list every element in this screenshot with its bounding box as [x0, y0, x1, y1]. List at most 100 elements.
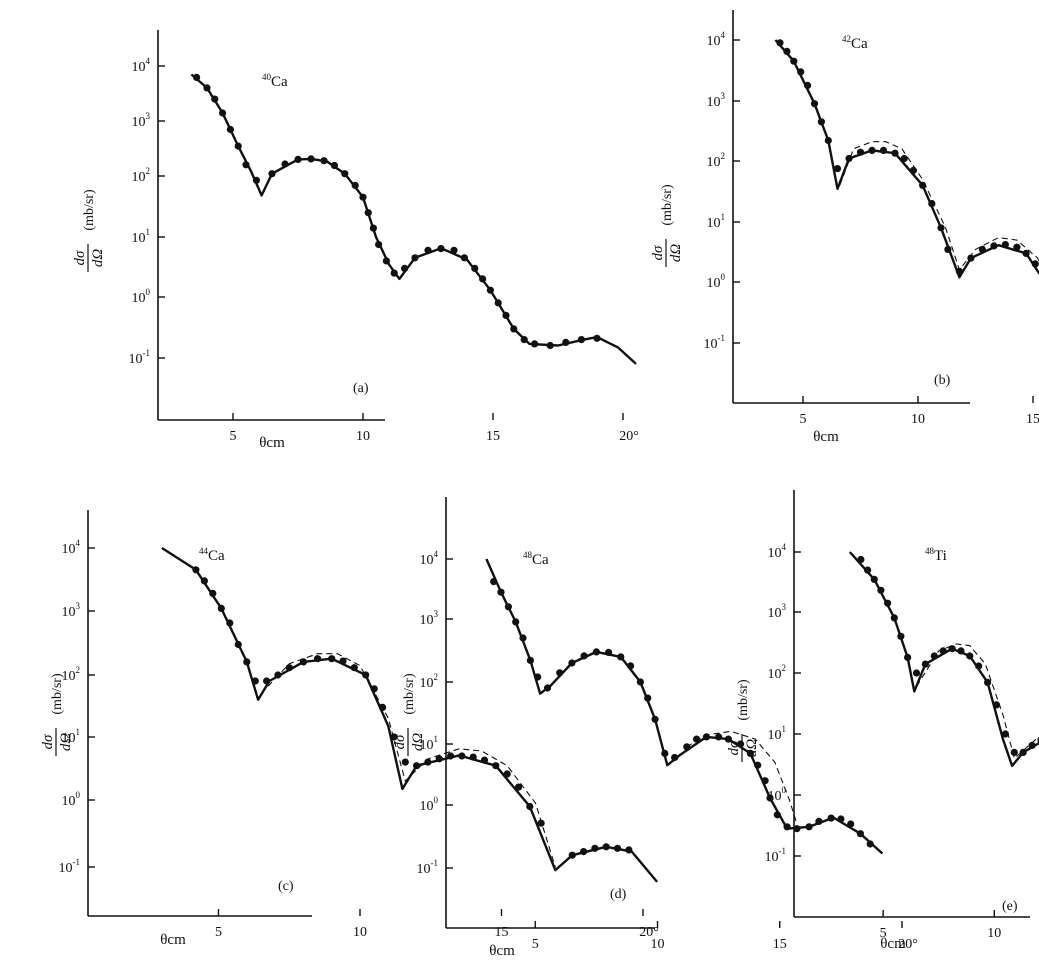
data-point	[460, 254, 468, 262]
solid-curve	[161, 546, 659, 883]
y-title-unit: (mb/sr)	[402, 673, 417, 715]
y-tick-mantissa: 10	[420, 676, 434, 691]
y-tick-exponent: 3	[434, 609, 439, 619]
y-tick-label: 103	[707, 91, 726, 110]
y-tick-label: 102	[132, 166, 151, 185]
y-title-numerator: dσ	[726, 740, 742, 756]
data-point	[512, 618, 520, 626]
data-point	[350, 664, 358, 672]
y-tick-mantissa: 10	[768, 789, 782, 804]
data-point	[833, 165, 842, 173]
data-point	[375, 240, 383, 249]
data-point	[793, 825, 801, 833]
panel-letter: (d)	[610, 887, 627, 902]
y-tick-mantissa: 10	[420, 553, 434, 568]
data-point	[364, 209, 372, 217]
y-tick-label: 100	[132, 287, 151, 306]
y-tick-exponent: 3	[721, 91, 726, 101]
data-point	[617, 653, 625, 661]
data-point	[602, 843, 610, 851]
x-tick-label: 15	[486, 429, 500, 444]
data-point	[671, 753, 679, 762]
data-point	[651, 715, 659, 723]
y-tick-exponent: -1	[73, 857, 81, 867]
data-point	[912, 669, 921, 677]
nucleus-symbol: Ti	[934, 548, 947, 564]
data-point	[773, 811, 781, 819]
nucleus-symbol: Ca	[532, 552, 549, 568]
data-point	[234, 142, 242, 150]
data-point	[526, 656, 535, 665]
data-point	[928, 200, 936, 208]
x-tick-label: 20°	[619, 429, 639, 444]
y-tick-mantissa: 10	[707, 95, 721, 110]
data-point	[746, 749, 755, 758]
y-tick-mantissa: 10	[62, 794, 76, 809]
data-point	[341, 170, 349, 178]
y-tick-label: 103	[420, 609, 439, 628]
y-tick-mantissa: 10	[765, 850, 779, 865]
y-tick-mantissa: 10	[62, 605, 76, 620]
nucleus-label: 42Ca	[842, 34, 868, 52]
y-tick-exponent: 3	[146, 111, 151, 121]
x-tick-label: 10	[987, 926, 1001, 941]
panel-letter: (c)	[278, 879, 294, 894]
y-tick-label: 101	[420, 734, 439, 753]
data-point	[975, 662, 983, 670]
data-point	[413, 762, 421, 770]
data-point	[268, 170, 276, 178]
data-point	[593, 334, 601, 342]
nucleus-label: 44Ca	[199, 546, 225, 564]
data-point	[294, 155, 302, 163]
data-point	[776, 39, 784, 47]
y-tick-mantissa: 10	[768, 728, 782, 743]
data-point	[625, 846, 633, 854]
y-tick-label: 104	[707, 30, 726, 49]
y-tick-exponent: 1	[721, 212, 726, 222]
data-point	[494, 299, 502, 307]
data-point	[546, 341, 554, 350]
data-point	[209, 589, 217, 598]
data-point	[502, 311, 510, 319]
y-tick-exponent: -1	[143, 348, 151, 358]
y-tick-exponent: 0	[76, 790, 81, 800]
data-point	[661, 749, 669, 758]
y-tick-exponent: 1	[782, 724, 787, 734]
data-point	[320, 157, 328, 165]
data-point	[362, 671, 370, 679]
solid-curve	[190, 73, 637, 365]
data-point	[424, 758, 432, 766]
y-tick-label: 102	[707, 151, 726, 170]
data-point	[411, 254, 419, 262]
data-point	[724, 735, 733, 743]
data-point	[486, 286, 494, 294]
y-title-numerator: dσ	[392, 734, 408, 750]
data-point	[285, 664, 293, 672]
data-point	[766, 794, 774, 802]
data-point	[837, 815, 845, 823]
nucleus-mass: 42	[842, 34, 851, 44]
y-tick-exponent: 4	[146, 56, 151, 66]
data-point	[203, 84, 211, 92]
y-tick-exponent: 4	[782, 542, 787, 552]
data-point	[992, 701, 1001, 709]
data-point	[966, 652, 974, 660]
data-point	[1031, 260, 1039, 268]
data-point	[824, 136, 832, 145]
data-point	[870, 575, 878, 584]
data-point	[219, 109, 227, 117]
y-tick-mantissa: 10	[707, 276, 721, 291]
data-point	[761, 777, 769, 785]
data-point	[1028, 741, 1036, 750]
y-tick-label: 104	[132, 56, 151, 75]
y-tick-label: 101	[132, 227, 151, 246]
x-axis-title: θcm	[259, 435, 285, 451]
y-axis-title: dσ dΩ (mb/sr)	[726, 679, 760, 762]
nucleus-symbol: Ca	[208, 548, 225, 564]
data-point	[627, 662, 635, 670]
y-tick-label: 104	[420, 549, 439, 568]
x-axis-title: θcm	[160, 932, 186, 948]
data-point	[978, 245, 987, 253]
